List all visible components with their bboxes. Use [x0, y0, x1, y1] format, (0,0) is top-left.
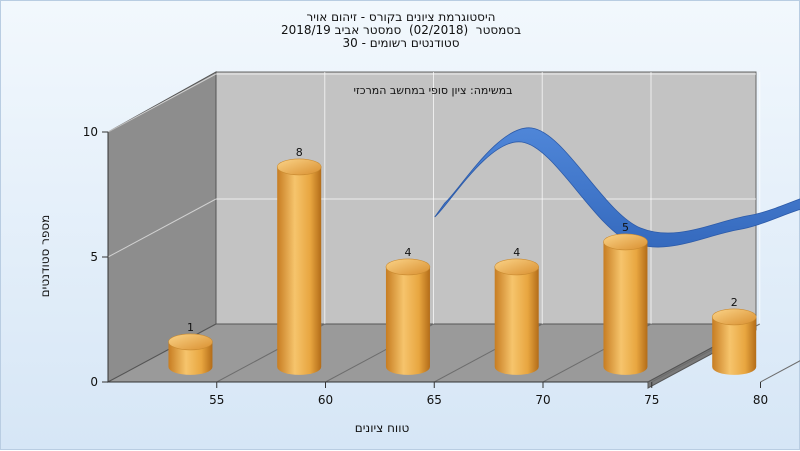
bar-body	[495, 267, 539, 375]
y-tick-label: 10	[83, 125, 98, 139]
bar-top	[603, 234, 647, 250]
x-tick-label: 75	[644, 393, 659, 407]
annotation-text: במשימה: ציון סופי במחשב המרכזי	[353, 84, 512, 97]
bar-body	[386, 267, 430, 375]
bar: 5	[603, 221, 647, 375]
bar-top	[277, 159, 321, 175]
bar-top	[168, 334, 212, 350]
bar: 4	[386, 246, 430, 375]
bar-value-label: 5	[622, 221, 629, 234]
x-tick-label: 80	[753, 393, 768, 407]
bar-value-label: 4	[513, 246, 520, 259]
bar-value-label: 8	[296, 146, 303, 159]
bar-top	[386, 259, 430, 275]
x-tick-label: 70	[535, 393, 550, 407]
y-tick-label: 5	[90, 250, 98, 264]
y-axis-title: מספר סטודנטים	[38, 215, 52, 298]
bar-top	[495, 259, 539, 275]
bar-body	[712, 317, 756, 375]
bar: 8	[277, 146, 321, 375]
bar-value-label: 1	[187, 321, 194, 334]
y-tick-label: 0	[90, 375, 98, 389]
bar-body	[277, 167, 321, 375]
x-axis-title: טווח ציונים	[355, 421, 410, 435]
bar-body	[603, 242, 647, 375]
x-gridline-floor	[761, 324, 800, 382]
bar-value-label: 4	[404, 246, 411, 259]
x-tick-label: 55	[209, 393, 224, 407]
bar: 4	[495, 246, 539, 375]
x-tick-label: 65	[427, 393, 442, 407]
bar-value-label: 2	[731, 296, 738, 309]
bar-top	[712, 309, 756, 325]
x-tick-label: 60	[318, 393, 333, 407]
